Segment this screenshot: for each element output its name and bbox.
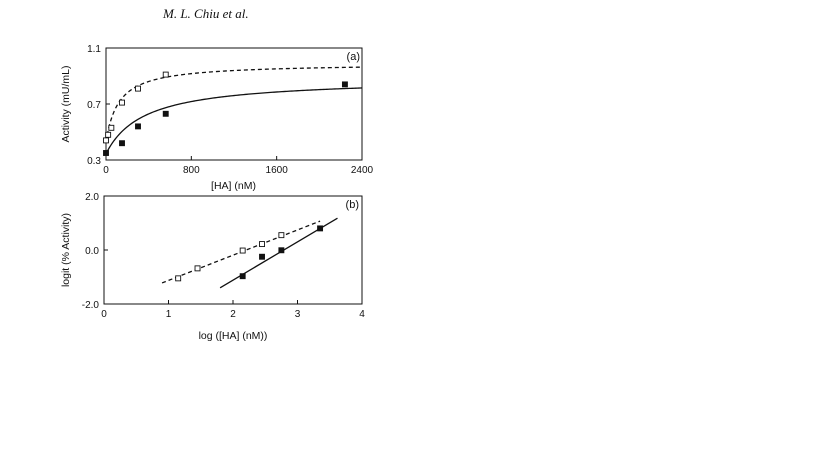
chart-a-ytick-label: 0.3 [87, 156, 101, 167]
chart-b-xtick-label: 1 [166, 309, 172, 320]
chart-b-ytick-label: 0.0 [85, 246, 99, 257]
chart-a: Activity (mU/mL) [HA] (nM) (a) 0 800 1600 2… [60, 44, 374, 192]
chart-a-open-point [119, 99, 125, 106]
chart-a-filled-point [103, 150, 109, 156]
chart-a-open-point [108, 124, 115, 131]
chart-a-open-point [105, 131, 112, 138]
chart-a-filled-point [135, 123, 141, 130]
chart-b-ytick-label: 2.0 [85, 192, 99, 203]
chart-a-filled-point [162, 110, 169, 117]
chart-b-filled-point [278, 247, 285, 254]
chart-b-filled-point [239, 273, 246, 280]
chart-a-series-open-line [105, 66, 363, 142]
chart-a-series-filled-line [105, 87, 363, 155]
page-header: M. L. Chiu et al. [0, 0, 819, 30]
chart-a-open-point [162, 71, 169, 78]
chart-b: logit (% Activity) log ([HA] (nM)) (b) 0… [60, 192, 365, 342]
chart-b-filled-point [259, 253, 265, 260]
chart-b-xtick-label: 2 [230, 309, 236, 320]
chart-b-xlabel: log ([HA] (nM)) [199, 330, 268, 342]
running-head: M. L. Chiu et al. [163, 6, 249, 21]
chart-b-panel-label: (b) [346, 199, 359, 211]
chart-b-open-point [239, 247, 246, 254]
chart-a-filled-point [119, 140, 125, 147]
chart-a-filled-point [341, 81, 348, 88]
chart-b-ytick-label: -2.0 [82, 300, 100, 311]
chart-a-panel-label: (a) [347, 51, 360, 63]
chart-a-open-point [135, 85, 141, 92]
chart-a-xtick-label: 0 [103, 165, 109, 176]
chart-a-xtick-label: 800 [183, 165, 200, 176]
chart-a-ylabel: Activity (mU/mL) [60, 66, 72, 143]
chart-b-open-point [175, 275, 182, 282]
chart-b-ylabel: logit (% Activity) [60, 213, 72, 287]
chart-a-xtick-label: 1600 [266, 165, 289, 176]
chart-a-ytick-label: 0.7 [87, 100, 101, 111]
chart-b-xtick-label: 3 [295, 309, 301, 320]
chart-b-open-point [259, 241, 265, 248]
chart-a-ytick-label: 1.1 [87, 44, 101, 55]
chart-b-filled-point [317, 225, 324, 232]
chart-a-xtick-label: 2400 [351, 165, 374, 176]
chart-b-xtick-label: 0 [101, 309, 107, 320]
chart-b-plot-frame [103, 195, 363, 305]
chart-b-open-point [278, 232, 285, 239]
chart-b-open-point [194, 265, 201, 272]
chart-a-xlabel: [HA] (nM) [211, 180, 256, 192]
chart-b-xtick-label: 4 [359, 309, 365, 320]
chart-a-plot-frame [105, 47, 363, 161]
chart-a-open-point [103, 137, 109, 144]
